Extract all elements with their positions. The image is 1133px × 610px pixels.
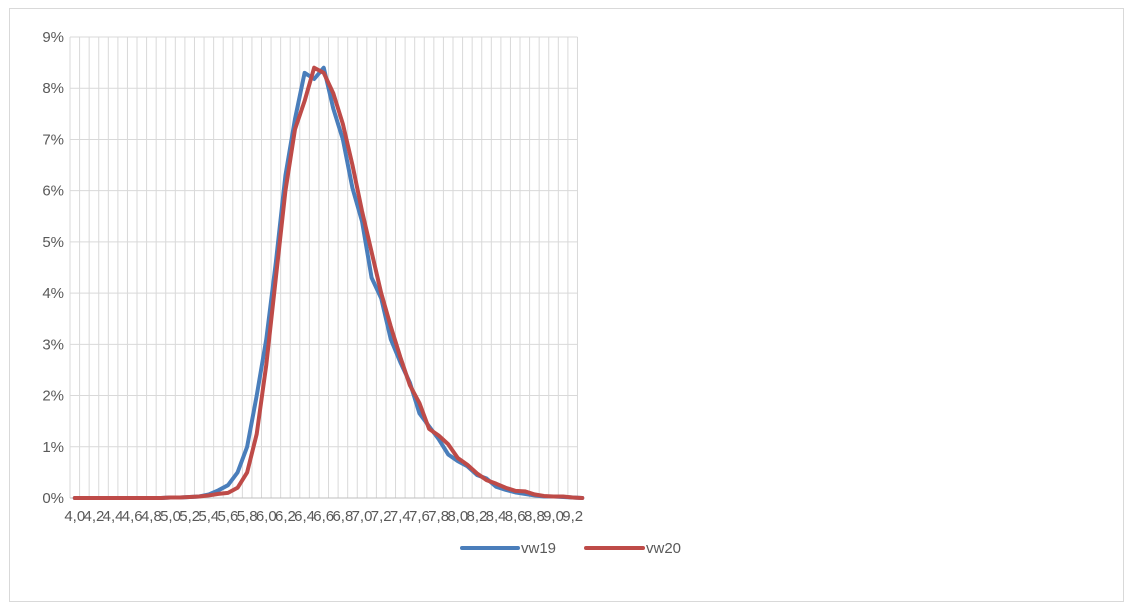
x-tick-label: 8,2 [467,508,488,525]
x-tick-label: 8,8 [524,508,545,525]
series-line-vw20 [72,65,585,500]
x-tick-label: 7,6 [409,508,430,525]
y-tick-label: 5% [42,234,64,251]
x-tick-label: 7,8 [428,508,449,525]
y-tick-label: 6% [42,183,64,200]
x-tick-label: 5,2 [179,508,200,525]
y-tick-label: 8% [42,80,64,97]
x-tick-label: 5,4 [198,508,219,525]
x-tick-label: 6,4 [294,508,315,525]
x-tick-label: 6,2 [275,508,296,525]
x-tick-label: 4,0 [64,508,85,525]
x-tick-label: 4,8 [141,508,162,525]
x-tick-label: 8,0 [447,508,468,525]
y-tick-label: 4% [42,285,64,302]
y-tick-label: 3% [42,336,64,353]
x-tick-label: 7,0 [352,508,373,525]
legend-label-vw19: vw19 [521,540,556,557]
x-tick-label: 4,4 [103,508,124,525]
x-tick-label: 6,8 [332,508,353,525]
legend-label-vw20: vw20 [646,540,681,557]
x-tick-label: 8,4 [486,508,507,525]
x-tick-label: 4,6 [122,508,143,525]
x-tick-label: 5,0 [160,508,181,525]
y-tick-label: 1% [42,439,64,456]
x-tick-label: 5,8 [237,508,258,525]
y-tick-label: 2% [42,388,64,405]
x-tick-label: 7,2 [371,508,392,525]
y-tick-label: 0% [42,490,64,507]
x-tick-label: 6,6 [313,508,334,525]
x-tick-label: 5,6 [218,508,239,525]
x-tick-label: 9,0 [543,508,564,525]
x-tick-label: 9,2 [562,508,583,525]
x-tick-label: 6,0 [256,508,277,525]
y-tick-label: 9% [42,29,64,46]
x-tick-label: 8,6 [505,508,526,525]
y-tick-label: 7% [42,131,64,148]
x-tick-label: 7,4 [390,508,411,525]
x-tick-label: 4,2 [84,508,105,525]
